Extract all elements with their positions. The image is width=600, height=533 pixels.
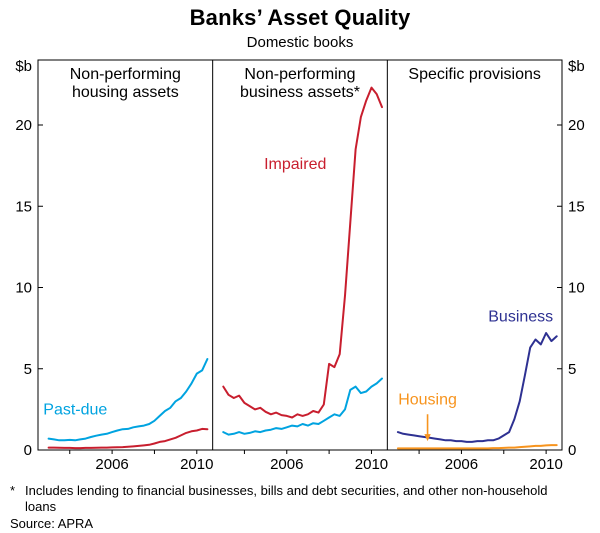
series-line-housing bbox=[396, 444, 558, 450]
x-tick-label: 2010 bbox=[529, 456, 562, 473]
x-tick-label: 2010 bbox=[180, 456, 213, 473]
panel-title: Non-performing bbox=[244, 66, 355, 83]
y-tick-label-left: 10 bbox=[15, 280, 32, 297]
footnote: * Includes lending to financial business… bbox=[0, 480, 600, 515]
x-tick-label: 2006 bbox=[445, 456, 478, 473]
x-tick-label: 2006 bbox=[270, 456, 303, 473]
footnote-marker: * bbox=[10, 483, 16, 498]
y-tick-label-left: 15 bbox=[15, 198, 32, 215]
y-tick-label-left: 5 bbox=[24, 361, 32, 378]
housing-arrow-head-icon bbox=[424, 434, 431, 442]
series-line-business bbox=[396, 332, 558, 443]
chart-title: Banks’ Asset Quality bbox=[189, 5, 411, 30]
y-tick-label-left: 0 bbox=[24, 442, 32, 459]
x-tick-label: 2010 bbox=[355, 456, 388, 473]
y-tick-label-right: 0 bbox=[568, 442, 576, 459]
panel-title: Specific provisions bbox=[408, 66, 541, 83]
chart-subtitle: Domestic books bbox=[246, 34, 354, 51]
y-axis-unit-right: $b bbox=[568, 58, 585, 75]
y-tick-label-right: 5 bbox=[568, 361, 576, 378]
y-axis-unit-left: $b bbox=[15, 58, 32, 75]
series-line-past-due bbox=[222, 377, 383, 436]
series-line-past-due bbox=[47, 358, 209, 442]
x-tick-label: 2006 bbox=[95, 456, 128, 473]
plot-frame bbox=[37, 59, 563, 451]
y-tick-label-right: 15 bbox=[568, 198, 585, 215]
series-label-impaired: Impaired bbox=[264, 156, 326, 173]
footnote-text: Includes lending to financial businesses… bbox=[25, 483, 548, 514]
series-label-housing: Housing bbox=[398, 392, 457, 409]
series-label-business: Business bbox=[488, 309, 553, 326]
panel-title: Non-performing bbox=[70, 66, 181, 83]
chart-canvas: 0 0 5 5 10 10 15 15 20 20 $b $b 2006 2010 Non-performi… bbox=[15, 58, 585, 473]
y-tick-label-right: 10 bbox=[568, 280, 585, 297]
panel-title: business assets* bbox=[240, 84, 360, 101]
panel-title: housing assets bbox=[72, 84, 179, 101]
series-label-past-due: Past-due bbox=[43, 401, 107, 418]
y-tick-label-right: 20 bbox=[568, 117, 585, 134]
source-note: Source: APRA bbox=[10, 516, 94, 531]
y-tick-label-left: 20 bbox=[15, 117, 32, 134]
series-line-impaired bbox=[222, 86, 383, 419]
series-line-impaired bbox=[47, 427, 209, 450]
